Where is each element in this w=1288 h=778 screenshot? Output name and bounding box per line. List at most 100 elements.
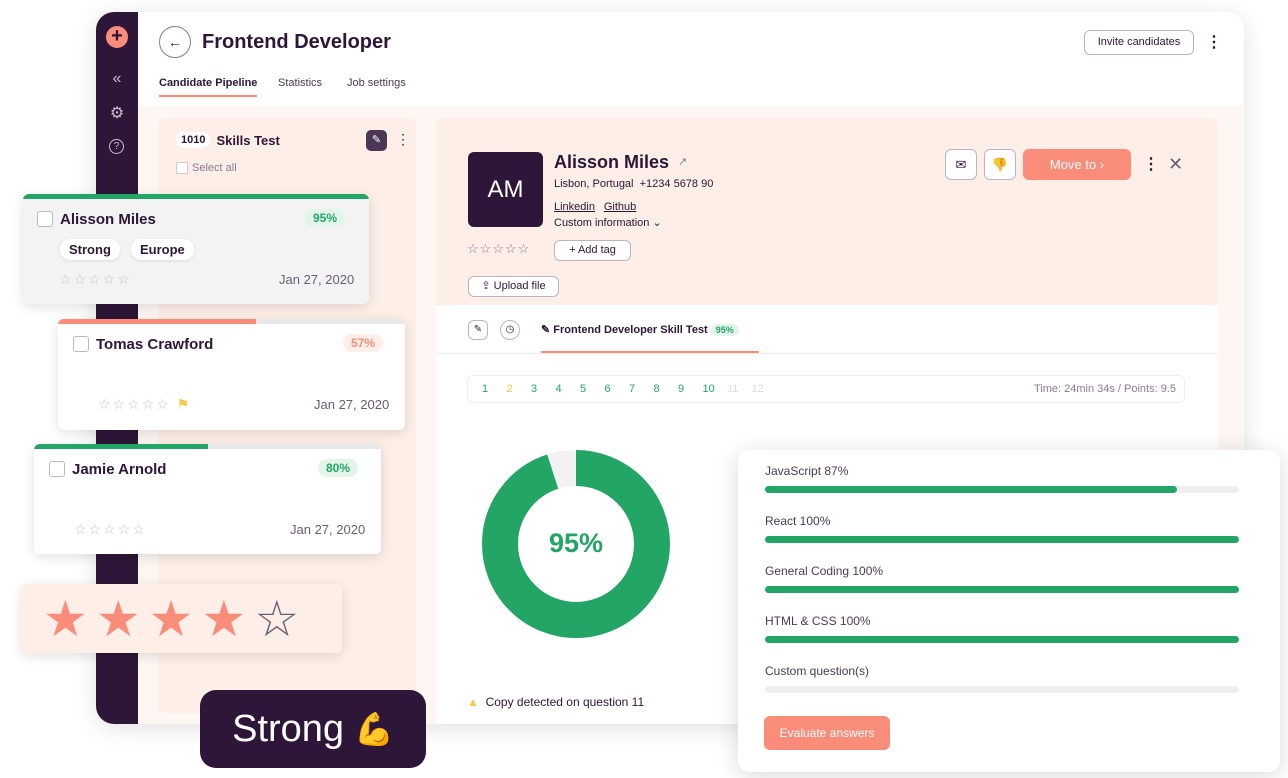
question-7[interactable]: 7	[629, 383, 636, 395]
upload-file-button[interactable]: ⇪ Upload file	[468, 276, 559, 297]
question-5[interactable]: 5	[580, 383, 587, 395]
candidate-name: Alisson Miles	[554, 152, 670, 172]
linkedin-link[interactable]: Linkedin	[554, 201, 595, 213]
skill-bar-fill	[765, 586, 1239, 593]
candidate-checkbox[interactable]	[73, 336, 89, 352]
candidate-card[interactable]: Alisson Miles 95% Strong Europe ☆☆☆☆☆ Ja…	[23, 194, 369, 304]
candidate-card[interactable]: Jamie Arnold 80% ☆☆☆☆☆ Jan 27, 2020	[34, 444, 381, 554]
question-8[interactable]: 8	[653, 383, 660, 395]
back-button[interactable]: ←	[159, 26, 191, 58]
reject-button[interactable]: 👎	[984, 149, 1016, 180]
time-points: Time: 24min 34s / Points: 9.5	[1033, 383, 1176, 395]
external-link-icon[interactable]: ↗	[678, 156, 688, 168]
flag-icon[interactable]: ⚑	[176, 396, 192, 412]
detail-more-icon[interactable]: ⋮	[1143, 156, 1159, 173]
skill-bar	[765, 536, 1239, 543]
rating-stars[interactable]: ☆☆☆☆☆ ⚑	[98, 396, 192, 412]
more-icon[interactable]: ⋮	[1206, 34, 1222, 51]
skill-label: React 100%	[765, 514, 831, 528]
question-11[interactable]: 11	[727, 383, 739, 395]
question-1[interactable]: 1	[482, 383, 489, 395]
custom-info-label: Custom information	[554, 217, 650, 229]
star-filled-icon[interactable]: ★	[43, 590, 88, 647]
clock-icon[interactable]: ◷	[500, 320, 520, 340]
skill-label: General Coding 100%	[765, 564, 884, 578]
skill-label: JavaScript 87%	[765, 464, 849, 478]
score-badge: 95%	[305, 209, 346, 227]
upload-label: Upload file	[493, 280, 546, 292]
add-tag-button[interactable]: + Add tag	[554, 240, 631, 261]
candidate-name: Tomas Crawford	[96, 336, 214, 353]
warning-icon: ▲	[467, 695, 479, 709]
rating-widget[interactable]: ★ ★ ★ ★ ☆	[21, 584, 342, 653]
skill-label: Custom question(s)	[765, 664, 870, 678]
test-tab-label: Frontend Developer Skill Test	[553, 324, 708, 336]
email-button[interactable]: ✉	[945, 149, 977, 180]
page-title: Frontend Developer	[202, 31, 391, 53]
donut-fill	[482, 450, 670, 638]
phone: +1234 5678 90	[639, 178, 714, 190]
rating-stars[interactable]: ☆☆☆☆☆	[59, 271, 132, 287]
move-to-button[interactable]: Move to ›	[1023, 149, 1131, 180]
rating-stars[interactable]: ☆☆☆☆☆	[467, 241, 531, 256]
tab-job-settings[interactable]: Job settings	[347, 77, 406, 89]
upload-icon: ⇪	[481, 280, 491, 292]
column-title: Skills Test	[216, 132, 280, 148]
add-icon[interactable]: +	[106, 26, 128, 48]
question-2[interactable]: 2	[506, 383, 513, 395]
candidate-card[interactable]: Tomas Crawford 57% ☆☆☆☆☆ ⚑ Jan 27, 2020	[58, 319, 405, 430]
question-6[interactable]: 6	[604, 383, 611, 395]
score-badge: 80%	[318, 459, 359, 477]
skill-bar	[765, 586, 1239, 593]
copy-warning: ▲ Copy detected on question 11	[467, 695, 644, 709]
evaluate-answers-button[interactable]: Evaluate answers	[764, 716, 890, 750]
star-empty-icon[interactable]: ☆	[254, 590, 300, 647]
move-to-label: Move to	[1049, 157, 1097, 172]
question-10[interactable]: 10	[702, 383, 715, 395]
rating-stars[interactable]: ☆☆☆☆☆	[74, 521, 147, 537]
help-icon[interactable]: ?	[109, 139, 124, 154]
donut-label: 95%	[548, 528, 604, 558]
select-all-checkbox[interactable]	[176, 162, 188, 174]
candidate-name: Jamie Arnold	[72, 461, 167, 478]
tab-skill-test[interactable]: ✎ Frontend Developer Skill Test 95%	[541, 323, 759, 353]
test-score-badge: 95%	[710, 324, 739, 336]
date: Jan 27, 2020	[314, 397, 390, 412]
edit-button[interactable]: ✎	[366, 130, 387, 151]
progress-bar	[23, 194, 369, 199]
column-more-icon[interactable]: ⋮	[396, 131, 410, 147]
invite-candidates-button[interactable]: Invite candidates	[1084, 30, 1194, 55]
candidate-name: Alisson Miles	[60, 211, 156, 228]
skill-bar-fill	[765, 536, 1239, 543]
skill-bar	[765, 486, 1239, 493]
tag: Europe	[131, 239, 194, 260]
skill-bar	[765, 636, 1239, 643]
candidate-checkbox[interactable]	[49, 461, 65, 477]
tag: Strong	[60, 239, 120, 260]
location: Lisbon, Portugal	[554, 178, 634, 190]
star-filled-icon[interactable]: ★	[148, 590, 194, 647]
star-filled-icon[interactable]: ★	[95, 590, 141, 647]
skill-bar	[765, 686, 1239, 693]
select-all-label: Select all	[192, 162, 237, 174]
progress-bar	[34, 444, 208, 449]
tab-candidate-pipeline[interactable]: Candidate Pipeline	[159, 77, 258, 97]
date: Jan 27, 2020	[279, 272, 355, 287]
candidate-checkbox[interactable]	[37, 211, 53, 227]
question-9[interactable]: 9	[678, 383, 685, 395]
question-3[interactable]: 3	[531, 383, 538, 395]
custom-information-toggle[interactable]: Custom information ⌄	[554, 216, 662, 229]
gear-icon[interactable]: ⚙	[109, 105, 125, 122]
chevron-down-icon: ⌄	[652, 217, 662, 229]
tab-statistics[interactable]: Statistics	[278, 77, 323, 89]
skill-bar-fill	[765, 486, 1178, 493]
notes-icon[interactable]: ✎	[468, 320, 488, 340]
question-12[interactable]: 12	[751, 383, 764, 395]
strong-badge: Strong 💪	[200, 690, 426, 768]
close-icon[interactable]: ✕	[1168, 154, 1184, 174]
github-link[interactable]: Github	[603, 201, 637, 213]
add-tag-label: Add tag	[577, 244, 616, 256]
question-4[interactable]: 4	[555, 383, 562, 395]
collapse-icon[interactable]: «	[112, 70, 122, 87]
star-filled-icon[interactable]: ★	[201, 590, 247, 647]
